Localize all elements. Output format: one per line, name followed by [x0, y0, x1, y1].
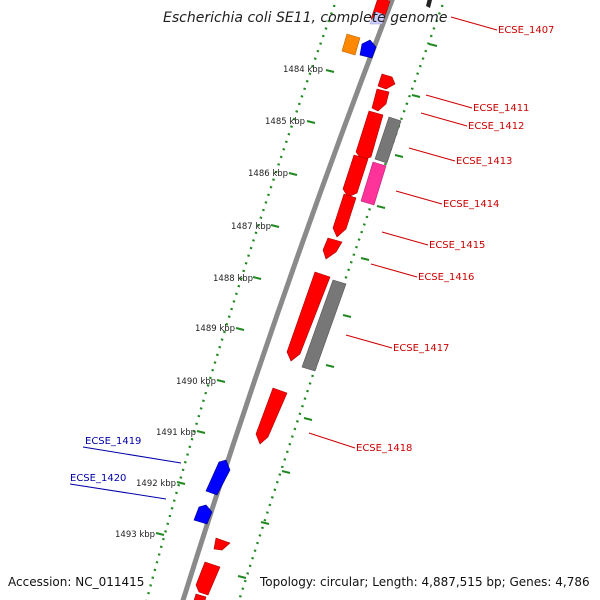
tick-mark	[216, 379, 226, 383]
scale-ticks: 1484 kbp 1485 kbp 1486 kbp 1487 kbp 1488…	[115, 65, 335, 540]
forward-gene-labels: ECSE_1407 ECSE_1411 ECSE_1412 ECSE_1413 …	[308, 16, 554, 454]
gene-arrow-lower-1[interactable]	[213, 537, 231, 551]
gene-arrow-ecse-1413[interactable]	[342, 154, 369, 198]
tick-label-1487: 1487 kbp	[231, 222, 271, 232]
gene-label-ecse-1417[interactable]: ECSE_1417	[393, 343, 449, 354]
tick-mark	[196, 430, 206, 434]
topology-text: Topology: circular; Length: 4,887,515 bp…	[259, 575, 590, 589]
gene-arrow-lower-2[interactable]	[195, 561, 221, 596]
gene-label-ecse-1412[interactable]: ECSE_1412	[468, 121, 524, 132]
tick-label-1489: 1489 kbp	[195, 324, 235, 334]
gene-arrow-ecse-1420[interactable]	[193, 504, 213, 525]
tick-label-1492: 1492 kbp	[136, 479, 176, 489]
tick-label-1490: 1490 kbp	[176, 377, 216, 387]
reverse-gene-labels: ECSE_1419 ECSE_1420	[69, 436, 182, 500]
reverse-genes	[193, 39, 377, 525]
gene-label-ecse-1416[interactable]: ECSE_1416	[418, 272, 474, 283]
gene-label-ecse-1411[interactable]: ECSE_1411	[473, 103, 529, 114]
forward-genes	[193, 0, 396, 600]
tick-mark	[270, 224, 280, 228]
tick-mark	[155, 532, 165, 536]
gene-arrow-ecse-1417[interactable]	[286, 271, 331, 362]
tick-label-1488: 1488 kbp	[213, 274, 253, 284]
gene-label-ecse-1418[interactable]: ECSE_1418	[356, 443, 412, 454]
grey-feature-1[interactable]	[374, 116, 402, 164]
tick-label-1484: 1484 kbp	[283, 65, 323, 75]
gene-label-ecse-1420[interactable]: ECSE_1420	[70, 473, 126, 484]
gene-label-ecse-1407[interactable]: ECSE_1407	[498, 25, 554, 36]
dark-marker	[426, 0, 432, 8]
orange-feature[interactable]	[341, 33, 361, 56]
accession-text: Accession: NC_011415	[8, 575, 144, 589]
tick-mark	[235, 327, 245, 331]
genome-backbone	[180, 0, 395, 600]
tick-label-1491: 1491 kbp	[156, 428, 196, 438]
inner-tick-ring	[237, 0, 446, 600]
gene-label-ecse-1414[interactable]: ECSE_1414	[443, 199, 499, 210]
gene-arrow-ecse-1419[interactable]	[205, 459, 231, 496]
grey-feature-2[interactable]	[301, 279, 347, 372]
gene-label-ecse-1419[interactable]: ECSE_1419	[85, 436, 141, 447]
gene-arrow-ecse-1414[interactable]	[332, 193, 357, 238]
tick-label-1485: 1485 kbp	[265, 117, 305, 127]
gene-arrow-ecse-1411-a[interactable]	[377, 73, 396, 90]
tick-mark	[252, 276, 262, 280]
gene-label-ecse-1413[interactable]: ECSE_1413	[456, 156, 512, 167]
gene-label-ecse-1415[interactable]: ECSE_1415	[429, 240, 485, 251]
map-title: Escherichia coli SE11, complete genome	[163, 10, 447, 26]
tick-label-1493: 1493 kbp	[115, 530, 155, 540]
gene-arrow-ecse-1411-b[interactable]	[371, 88, 390, 112]
gene-arrow-lower-3[interactable]	[193, 593, 207, 600]
gene-arrow-top-blue[interactable]	[359, 39, 377, 59]
lavender-feature[interactable]	[369, 11, 386, 25]
inner-ring-ticks	[237, 43, 438, 579]
pink-feature[interactable]	[360, 161, 387, 206]
tick-mark	[325, 69, 335, 73]
gene-arrow-ecse-1418[interactable]	[255, 387, 288, 445]
tick-mark	[306, 120, 316, 124]
tick-mark	[288, 172, 298, 176]
tick-label-1486: 1486 kbp	[248, 169, 288, 179]
gene-arrow-ecse-1415[interactable]	[322, 237, 343, 260]
tick-mark	[176, 481, 186, 485]
